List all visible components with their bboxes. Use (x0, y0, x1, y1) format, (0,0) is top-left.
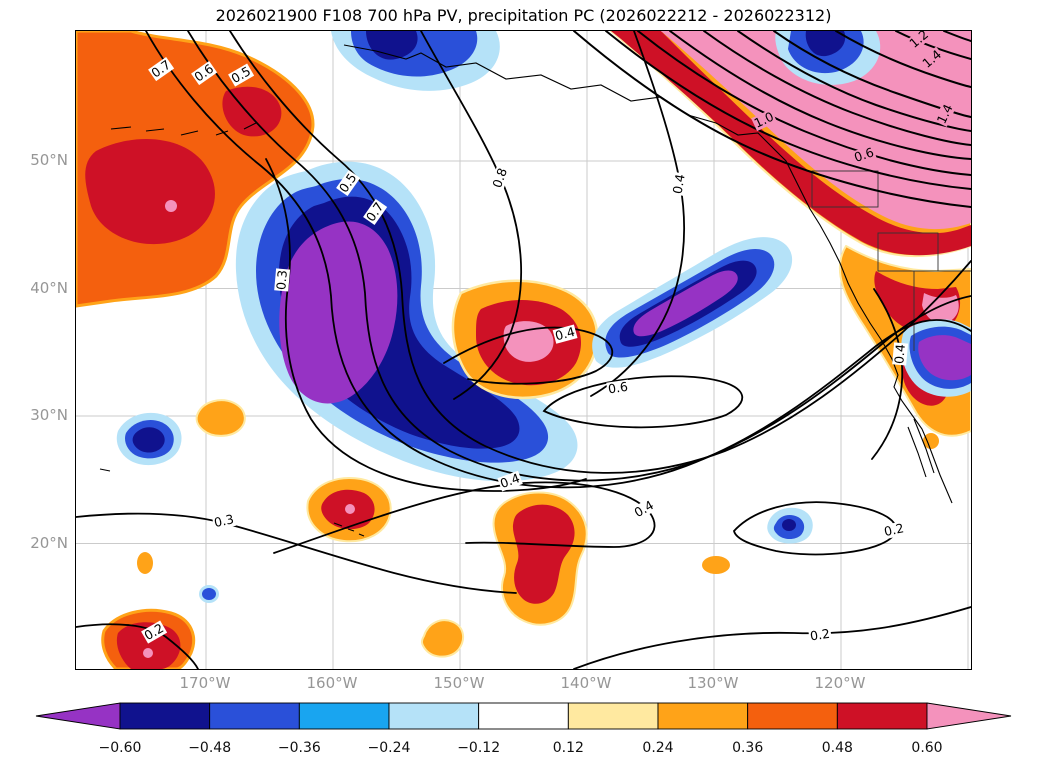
state-borders (811, 170, 971, 351)
x-tick-label: 130°W (687, 674, 739, 692)
positive-anomaly-peak (922, 293, 959, 324)
colorbar-segment (388, 702, 480, 730)
contour-line (943, 31, 971, 42)
y-tick-label: 40°N (30, 278, 68, 297)
colorbar-segment (836, 702, 928, 730)
colorbar-tick-label: 0.60 (911, 740, 942, 756)
x-tick-label: 170°W (179, 674, 231, 692)
negative-anomaly-core (132, 427, 165, 453)
colorbar-tick-label: −0.48 (188, 740, 231, 756)
x-tick-label: 120°W (814, 674, 866, 692)
map-plot-area: 0.7 0.6 0.5 0.5 0.7 0.3 0.8 0.4 0.4 0.6 0.4 0.4 0.3 0… (75, 30, 972, 670)
colorbar-segment (298, 702, 390, 730)
coastlines (99, 44, 953, 537)
positive-anomaly-region (137, 552, 153, 574)
positive-anomaly-core (512, 504, 575, 604)
colorbar-tick-label: −0.24 (368, 740, 411, 756)
contour-line (895, 31, 971, 60)
contour-line (229, 31, 971, 474)
contour-line (573, 31, 971, 208)
contour-line (590, 31, 685, 397)
positive-anomaly-region (702, 556, 730, 574)
colorbar-tick-label: 0.12 (553, 740, 584, 756)
filled-contours (76, 31, 971, 669)
positive-anomaly-region (195, 399, 246, 437)
x-tick-label: 150°W (433, 674, 485, 692)
ridge-contour-lines (573, 31, 971, 208)
colorbar-tick-label: 0.24 (642, 740, 673, 756)
contour-line (835, 31, 971, 88)
y-tick-label: 30°N (30, 406, 68, 424)
contour-line (187, 31, 971, 482)
positive-anomaly-core (222, 86, 282, 137)
coastline-north-america (343, 44, 953, 504)
colorbar: −0.60 −0.48 −0.36 −0.24 −0.12 0.12 0.24 0.36 0.4… (35, 702, 1012, 756)
positive-anomaly-region (420, 619, 465, 658)
contour-line (265, 158, 587, 492)
contour-line (733, 501, 897, 556)
contour-line (76, 512, 517, 594)
positive-anomaly-band (611, 31, 971, 256)
colorbar-segment (478, 702, 569, 730)
positive-anomaly-core (85, 139, 215, 245)
colorbar-segment (209, 702, 300, 730)
plot-title: 2026021900 F108 700 hPa PV, precipitatio… (215, 6, 832, 25)
positive-anomaly-peak (143, 648, 153, 658)
y-tick-label: 20°N (30, 533, 68, 552)
colorbar-tick-label: −0.12 (457, 740, 500, 756)
contour-line (703, 31, 971, 146)
state-border-box (811, 170, 879, 208)
contour-label: 0.4 (891, 342, 908, 366)
positive-anomaly-peak (165, 200, 177, 212)
contour-line (605, 31, 971, 190)
positive-anomaly-region (923, 433, 939, 449)
x-tick-label: 160°W (306, 674, 358, 692)
negative-anomaly-core (366, 31, 418, 60)
contour-label: 0.2 (808, 625, 832, 644)
contour-line (145, 31, 971, 489)
state-border-line (878, 270, 971, 351)
x-tick-label: 140°W (560, 674, 612, 692)
colorbar-segment (567, 702, 659, 730)
contour-line (737, 31, 971, 132)
colorbar-tick-label: 0.48 (822, 740, 853, 756)
negative-anomaly-core (633, 270, 738, 337)
positive-anomaly-peak (503, 321, 554, 362)
contour-lines (76, 31, 971, 669)
hawaiian-islands (333, 522, 365, 537)
contour-line (871, 288, 904, 460)
positive-anomaly-interior (661, 31, 971, 230)
colorbar-segment (747, 702, 838, 730)
contour-line (542, 375, 744, 429)
negative-anomaly-core (279, 221, 398, 404)
contour-line (573, 606, 971, 669)
contour-label: 0.3 (273, 268, 290, 292)
negative-anomaly-core (805, 31, 846, 57)
colorbar-segment (657, 702, 749, 730)
colorbar-tick-label: −0.36 (278, 740, 321, 756)
colorbar-segment (119, 702, 211, 730)
colorbar-tick-label: 0.36 (732, 740, 763, 756)
coastline-baja (907, 418, 935, 478)
y-tick-label: 50°N (30, 151, 68, 169)
negative-anomaly-core (918, 335, 971, 381)
contour-line (637, 31, 971, 176)
contour-line (76, 623, 199, 669)
colorbar-tick-label: −0.60 (99, 740, 142, 756)
contour-line (443, 326, 614, 385)
aleutian-islands (110, 122, 257, 136)
contour-label: 0.6 (606, 378, 630, 397)
negative-anomaly-core (782, 519, 796, 531)
colorbar-over-arrow (926, 702, 1012, 730)
small-island-mark (99, 468, 111, 472)
negative-anomaly-region (202, 588, 216, 600)
contour-line (669, 31, 971, 160)
contour-line (773, 31, 971, 118)
map-canvas (76, 31, 971, 669)
positive-anomaly-peak (345, 504, 355, 514)
contour-line (420, 31, 523, 400)
colorbar-under-arrow (35, 702, 121, 730)
